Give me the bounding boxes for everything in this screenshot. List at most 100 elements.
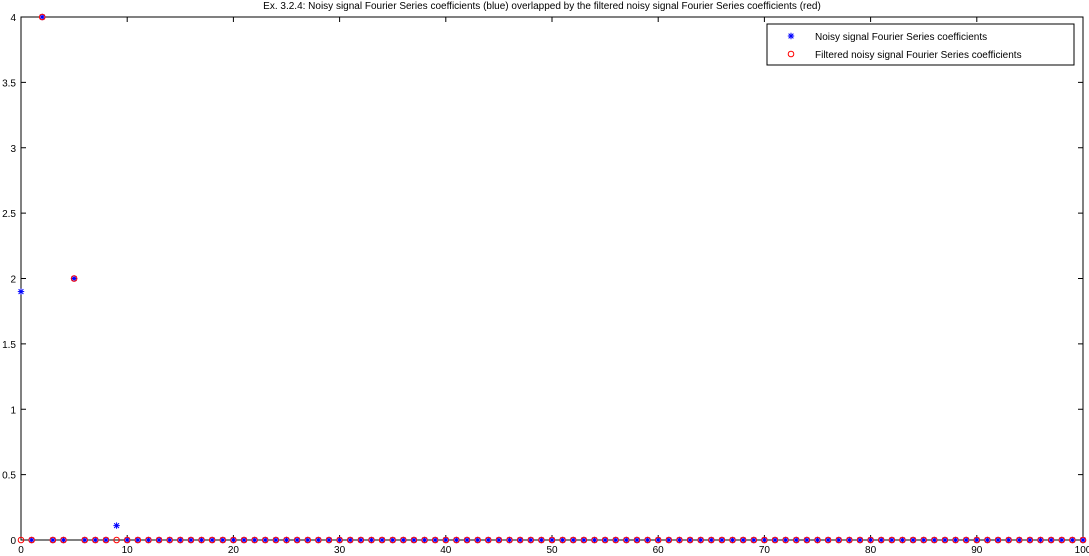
data-point-filtered bbox=[792, 536, 800, 544]
plot-area bbox=[20, 16, 1084, 541]
data-point-filtered bbox=[771, 536, 779, 544]
data-point-filtered bbox=[952, 536, 959, 544]
data-point-noisy bbox=[814, 536, 821, 544]
data-point-filtered bbox=[304, 536, 312, 544]
y-tick-label: 3 bbox=[10, 144, 16, 155]
data-point-noisy bbox=[336, 536, 343, 544]
data-point-filtered bbox=[984, 536, 991, 544]
data-point-filtered bbox=[623, 536, 630, 544]
data-point-noisy bbox=[177, 536, 184, 544]
data-point-filtered bbox=[994, 536, 1002, 544]
data-point-filtered bbox=[931, 536, 938, 544]
data-point-noisy bbox=[357, 536, 365, 544]
data-point-noisy bbox=[559, 536, 566, 544]
data-point-noisy bbox=[580, 536, 588, 544]
data-point-filtered bbox=[1058, 536, 1066, 544]
data-point-noisy bbox=[601, 536, 609, 544]
data-point-filtered bbox=[846, 536, 853, 544]
data-point-noisy bbox=[325, 536, 333, 544]
data-point-filtered bbox=[410, 536, 418, 544]
data-point-filtered bbox=[1079, 536, 1087, 544]
data-point-noisy bbox=[782, 536, 789, 544]
data-point-noisy bbox=[208, 536, 216, 544]
data-point-noisy bbox=[676, 536, 683, 544]
data-point-filtered bbox=[612, 536, 620, 544]
data-point-filtered bbox=[729, 536, 736, 544]
data-point-noisy bbox=[761, 536, 768, 544]
data-point-noisy bbox=[474, 536, 481, 544]
data-point-noisy bbox=[378, 536, 386, 544]
x-tick-label: 60 bbox=[653, 545, 665, 556]
data-point-filtered bbox=[1047, 536, 1055, 544]
data-point-filtered bbox=[261, 536, 269, 544]
data-point-noisy bbox=[1069, 536, 1076, 544]
data-point-noisy bbox=[506, 536, 513, 544]
data-point-noisy bbox=[155, 536, 163, 544]
y-tick-label: 2 bbox=[10, 275, 16, 286]
data-point-filtered bbox=[899, 536, 906, 544]
data-point-noisy bbox=[389, 536, 396, 544]
data-point-filtered bbox=[177, 536, 184, 544]
legend-star-marker bbox=[787, 32, 795, 40]
data-point-filtered bbox=[569, 536, 577, 544]
data-point-filtered bbox=[909, 536, 917, 544]
x-tick-label: 50 bbox=[546, 545, 558, 556]
data-point-filtered bbox=[1015, 536, 1023, 544]
data-point-noisy bbox=[272, 536, 280, 544]
axes: 0 10 20 30 40 50 60 70 80 90 100 0 0.5 1 1.5 2 2.5 3 3.5 4 bbox=[2, 13, 1089, 556]
y-tick-label: 0 bbox=[10, 536, 16, 547]
x-tick-label: 70 bbox=[759, 545, 771, 556]
data-point-noisy bbox=[251, 536, 258, 544]
data-point-filtered bbox=[92, 536, 99, 544]
data-point-filtered bbox=[877, 536, 885, 544]
data-point-filtered bbox=[272, 536, 280, 544]
data-point-noisy bbox=[846, 536, 853, 544]
data-point-noisy bbox=[835, 536, 842, 544]
data-point-filtered bbox=[325, 536, 333, 544]
data-point-filtered bbox=[123, 536, 131, 544]
data-point-noisy bbox=[102, 536, 110, 544]
data-point-filtered bbox=[251, 536, 258, 544]
data-point-noisy bbox=[400, 536, 407, 544]
data-point-filtered bbox=[559, 536, 566, 544]
data-point-noisy bbox=[113, 522, 120, 529]
data-point-filtered bbox=[941, 536, 949, 544]
data-point-filtered bbox=[686, 536, 694, 544]
data-point-noisy bbox=[81, 536, 88, 544]
data-point-filtered bbox=[718, 536, 726, 544]
data-point-filtered bbox=[1069, 536, 1076, 544]
data-point-filtered bbox=[421, 536, 428, 544]
data-point-noisy bbox=[655, 536, 662, 544]
data-point-noisy bbox=[803, 536, 811, 544]
data-point-noisy bbox=[591, 536, 598, 544]
data-point-noisy bbox=[739, 536, 747, 544]
data-point-noisy bbox=[124, 536, 131, 544]
data-point-filtered bbox=[293, 536, 301, 544]
data-point-noisy bbox=[453, 536, 460, 544]
data-point-noisy bbox=[187, 536, 195, 544]
data-point-filtered bbox=[463, 536, 471, 544]
data-point-filtered bbox=[856, 536, 864, 544]
data-point-noisy bbox=[697, 536, 704, 544]
data-point-filtered bbox=[548, 536, 556, 544]
data-point-filtered bbox=[219, 536, 227, 544]
data-point-noisy bbox=[771, 536, 779, 544]
x-tick-label: 100 bbox=[1075, 545, 1089, 556]
data-point-noisy bbox=[230, 536, 237, 544]
data-point-noisy bbox=[315, 536, 322, 544]
data-point-noisy bbox=[962, 536, 970, 544]
data-point-filtered bbox=[368, 536, 375, 544]
x-tick-label: 10 bbox=[122, 545, 134, 556]
data-point-filtered bbox=[538, 536, 545, 544]
data-point-filtered bbox=[591, 536, 598, 544]
data-point-filtered bbox=[516, 536, 524, 544]
data-point-noisy bbox=[644, 536, 651, 544]
x-tick-label: 90 bbox=[971, 545, 983, 556]
data-point-filtered bbox=[453, 536, 460, 544]
data-point-noisy bbox=[485, 536, 492, 544]
y-tick-label: 3.5 bbox=[2, 78, 16, 89]
data-point-filtered bbox=[676, 536, 683, 544]
data-point-noisy bbox=[878, 536, 885, 544]
data-point-filtered bbox=[155, 536, 163, 544]
